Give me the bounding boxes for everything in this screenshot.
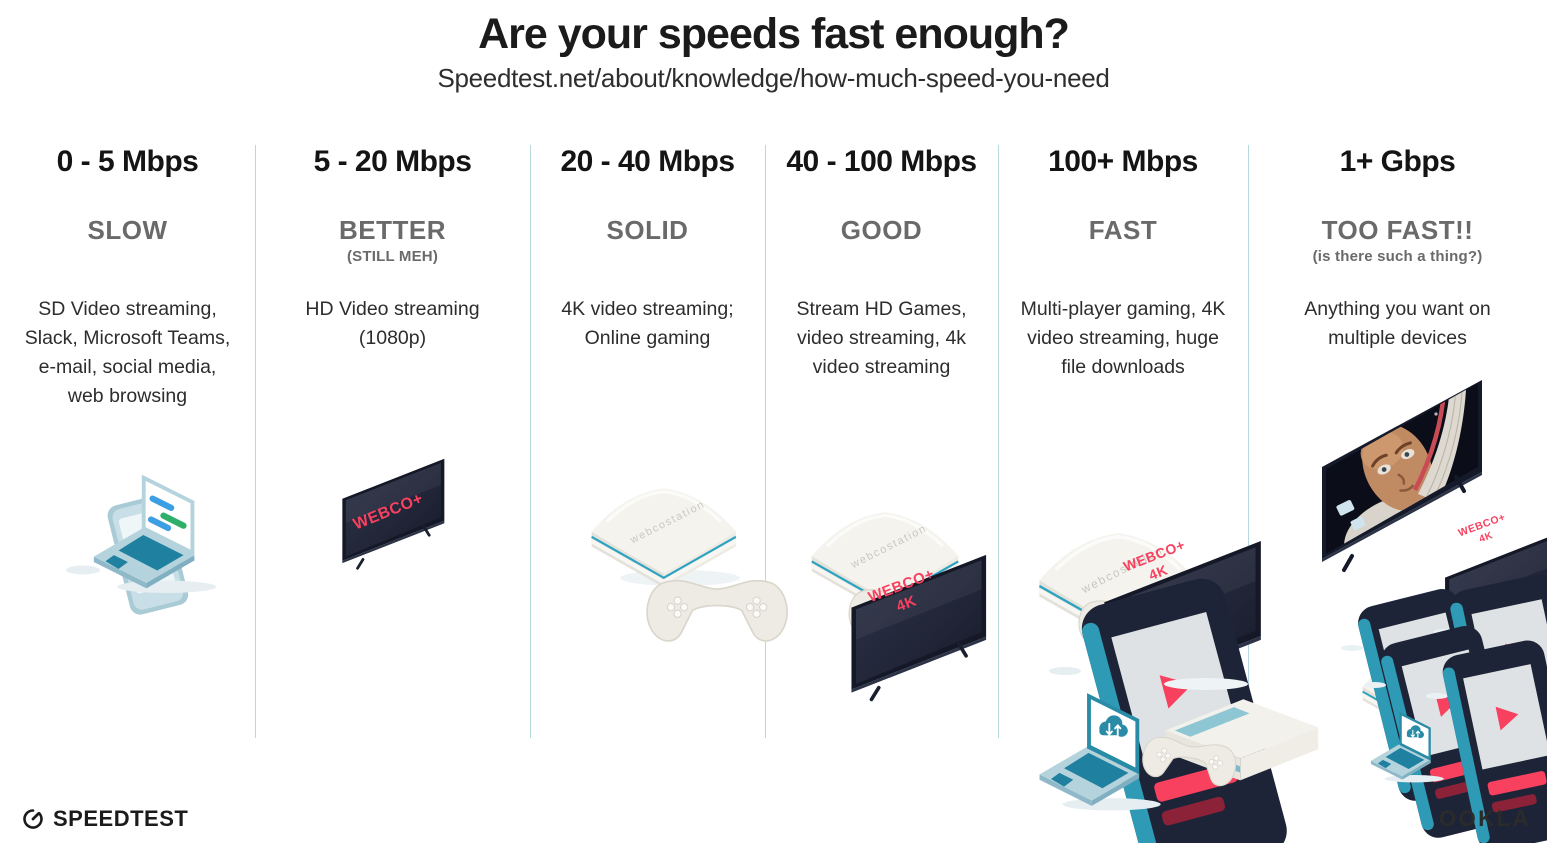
use-case-description: Anything you want on multiple devices <box>1304 298 1491 349</box>
column-divider <box>1248 145 1249 738</box>
speed-range: 100+ Mbps <box>1048 145 1198 178</box>
column-better: 5 - 20 Mbps BETTER (STILL MEH) HD Video … <box>255 145 530 745</box>
speed-range: 0 - 5 Mbps <box>56 145 199 178</box>
column-divider <box>255 145 256 738</box>
column-too-fast: 1+ Gbps TOO FAST!! (is there such a thin… <box>1248 145 1547 745</box>
speed-range: 1+ Gbps <box>1339 145 1456 178</box>
rating-label: BETTER <box>339 215 446 245</box>
speedometer-icon <box>23 809 43 829</box>
game-console-illustration <box>589 486 788 642</box>
column-divider <box>998 145 999 738</box>
big-tv-icon <box>1322 380 1482 572</box>
column-fast: 100+ Mbps FAST Multi-player gaming, 4K v… <box>998 145 1248 745</box>
use-case-description: SD Video streaming, Slack, Microsoft Tea… <box>24 298 231 407</box>
speedtest-logo: SPEEDTEST <box>20 806 188 832</box>
column-slow: 0 - 5 Mbps SLOW SD Video streaming, Slac… <box>0 145 255 745</box>
use-case-description: 4K video streaming; Online gaming <box>561 298 734 349</box>
speed-range: 20 - 40 Mbps <box>560 145 735 178</box>
speedtest-wordmark: SPEEDTEST <box>53 806 189 831</box>
hd-tv-illustration: WEBCO+ <box>340 457 446 570</box>
rating-label: TOO FAST!! <box>1321 215 1474 245</box>
column-good: 40 - 100 Mbps GOOD Stream HD Games, vide… <box>765 145 998 745</box>
tv-4k-label: 4K <box>894 592 919 615</box>
rating-note: (is there such a thing?) <box>1312 248 1483 265</box>
column-divider <box>765 145 766 738</box>
speed-range: 40 - 100 Mbps <box>786 145 977 178</box>
ookla-logo: OOKLA <box>1439 806 1531 831</box>
rating-label: FAST <box>1088 215 1158 245</box>
rating-label: GOOD <box>840 215 923 245</box>
use-case-description: HD Video streaming (1080p) <box>305 298 480 349</box>
tv-4k-label: 4K <box>1147 561 1170 583</box>
everything-illustration: WEBCO+ 4K <box>1322 380 1547 843</box>
laptop-and-phone-illustration <box>66 440 235 617</box>
use-case-description: Multi-player gaming, 4K video streaming,… <box>1020 298 1226 378</box>
speed-range: 5 - 20 Mbps <box>313 145 472 178</box>
column-divider <box>530 145 531 738</box>
many-devices-illustration: WEBCO+ 4K <box>1037 531 1319 843</box>
page-title: Are your speeds fast enough? <box>478 10 1070 58</box>
rating-note: (STILL MEH) <box>346 248 439 265</box>
use-case-description: Stream HD Games, video streaming, 4k vid… <box>796 298 967 378</box>
console-and-4k-tv-illustration: WEBCO+ 4K <box>810 510 988 701</box>
page-subtitle: Speedtest.net/about/knowledge/how-much-s… <box>437 63 1110 93</box>
column-solid: 20 - 40 Mbps SOLID 4K video streaming; O… <box>530 145 765 745</box>
tv-4k-label: 4K <box>1478 530 1495 545</box>
rating-label: SLOW <box>87 215 168 245</box>
rating-label: SOLID <box>606 215 689 245</box>
